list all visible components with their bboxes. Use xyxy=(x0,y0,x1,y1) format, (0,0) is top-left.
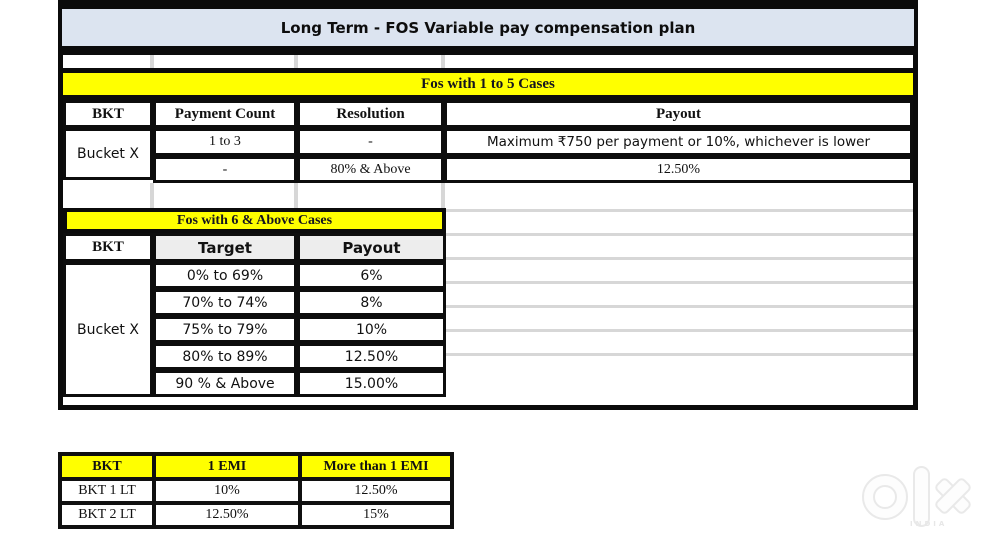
payout-cell: 12.50% xyxy=(444,156,913,183)
payout-cell: 15.00% xyxy=(297,370,446,397)
section2-header-bkt: BKT xyxy=(63,233,153,262)
emi-bkt-cell: BKT 2 LT xyxy=(60,503,154,527)
payout-cell: 6% xyxy=(297,262,446,289)
emi-more-emi-cell: 15% xyxy=(300,503,452,527)
gridline-row xyxy=(446,308,913,332)
olx-watermark: INDIA xyxy=(858,462,978,540)
section1-body: 1 to 3 - Maximum ₹750 per payment or 10%… xyxy=(63,128,913,183)
target-cell: 90 % & Above xyxy=(153,370,297,397)
gridline-row xyxy=(446,284,913,308)
payout-cell: Maximum ₹750 per payment or 10%, whichev… xyxy=(444,128,913,156)
table-row: BKT 1 LT 10% 12.50% xyxy=(60,479,452,503)
section2-bucket-cell: Bucket X xyxy=(63,262,153,397)
payment-count-cell: - xyxy=(153,156,297,183)
gridline-vertical xyxy=(441,183,445,208)
payment-count-cell: 1 to 3 xyxy=(153,128,297,156)
empty-gridline-area xyxy=(446,188,913,402)
sheet-title: Long Term - FOS Variable pay compensatio… xyxy=(58,0,918,50)
gridline-vertical xyxy=(150,55,154,68)
emi-header-bkt: BKT xyxy=(60,454,154,479)
emi-payout-table: BKT 1 EMI More than 1 EMI BKT 1 LT 10% 1… xyxy=(58,452,454,529)
gridline-vertical xyxy=(441,55,445,68)
olx-india-label: INDIA xyxy=(910,520,948,528)
emi-1emi-cell: 10% xyxy=(154,479,300,503)
payout-cell: 12.50% xyxy=(297,343,446,370)
payout-cell: 8% xyxy=(297,289,446,316)
gridline-row xyxy=(446,260,913,284)
gridline-vertical xyxy=(294,55,298,68)
emi-header-row: BKT 1 EMI More than 1 EMI xyxy=(60,454,452,479)
section2-banner: Fos with 6 & Above Cases xyxy=(63,208,446,233)
section1-header-resolution: Resolution xyxy=(297,100,444,128)
section2-header-row: BKT Target Payout xyxy=(63,233,446,262)
emi-bkt-cell: BKT 1 LT xyxy=(60,479,154,503)
section2-header-payout: Payout xyxy=(297,233,446,262)
gridline-row xyxy=(446,212,913,236)
emi-header-more-emi: More than 1 EMI xyxy=(300,454,452,479)
table-row: BKT 2 LT 12.50% 15% xyxy=(60,503,452,527)
resolution-cell: - xyxy=(297,128,444,156)
section1-header-bkt: BKT xyxy=(63,100,153,128)
olx-logo-icon xyxy=(862,466,971,527)
target-cell: 0% to 69% xyxy=(153,262,297,289)
gridline-row xyxy=(446,332,913,356)
resolution-cell: 80% & Above xyxy=(297,156,444,183)
target-cell: 80% to 89% xyxy=(153,343,297,370)
section1-bucket-cell: Bucket X xyxy=(63,128,153,180)
section1-banner: Fos with 1 to 5 Cases xyxy=(63,73,913,100)
gridline-vertical xyxy=(150,183,154,208)
target-cell: 70% to 74% xyxy=(153,289,297,316)
section1-header-row: BKT Payment Count Resolution Payout xyxy=(63,100,913,128)
target-cell: 75% to 79% xyxy=(153,316,297,343)
emi-1emi-cell: 12.50% xyxy=(154,503,300,527)
table-row: 1 to 3 - Maximum ₹750 per payment or 10%… xyxy=(63,128,913,156)
section1-header-payout: Payout xyxy=(444,100,913,128)
emi-more-emi-cell: 12.50% xyxy=(300,479,452,503)
empty-row-top xyxy=(63,55,913,73)
table-row: - 80% & Above 12.50% xyxy=(63,156,913,183)
gridline-vertical xyxy=(294,183,298,208)
plan-tables-block: Fos with 1 to 5 Cases BKT Payment Count … xyxy=(58,50,918,410)
payout-cell: 10% xyxy=(297,316,446,343)
emi-header-1emi: 1 EMI xyxy=(154,454,300,479)
section1-header-payment-count: Payment Count xyxy=(153,100,297,128)
section2-header-target: Target xyxy=(153,233,297,262)
compensation-plan-sheet: Long Term - FOS Variable pay compensatio… xyxy=(58,0,920,412)
gridline-row xyxy=(446,236,913,260)
section2-body: 0% to 69% 6% 70% to 74% 8% 75% to 79% 10… xyxy=(63,262,446,397)
gridline-row xyxy=(446,188,913,212)
gridline-row xyxy=(446,356,913,381)
